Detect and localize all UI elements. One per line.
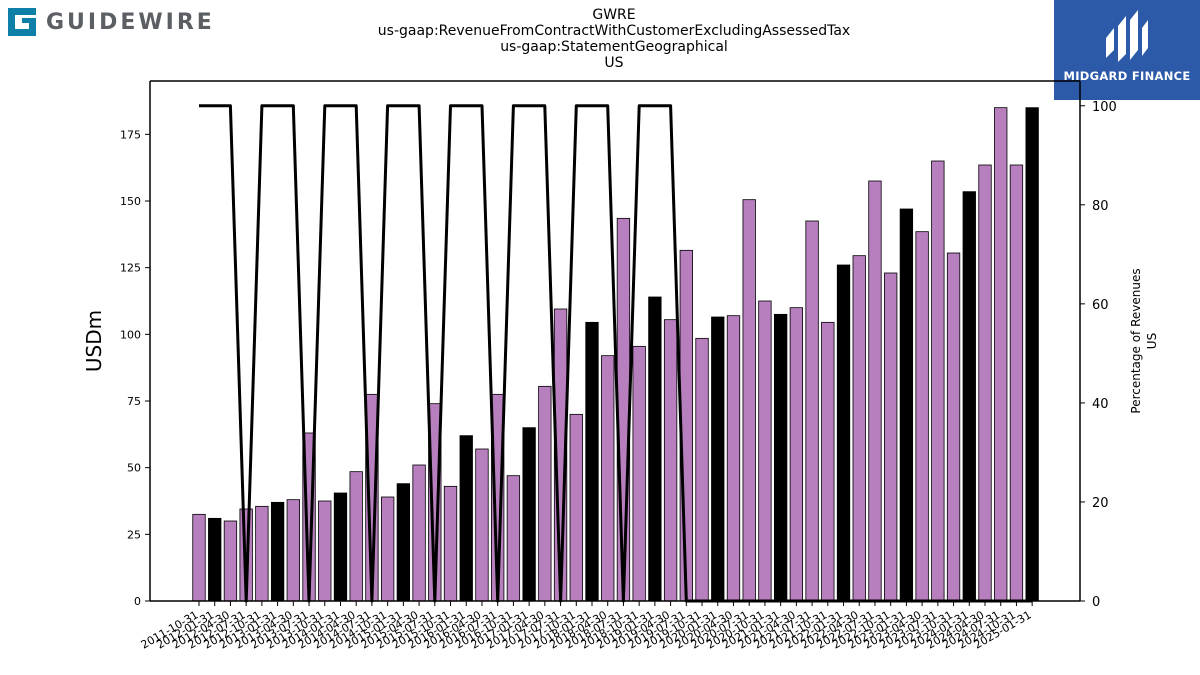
bar-quarterly [506, 475, 521, 602]
y-tick-label: 25 [127, 528, 141, 541]
y-tick-label: 100 [120, 328, 141, 341]
y2-axis-label: Percentage of Revenues [1129, 268, 1143, 413]
bar-quarterly [663, 319, 678, 602]
bar-quarterly [380, 496, 395, 602]
bar-quarterly [318, 500, 332, 602]
bar-quarterly [223, 520, 238, 602]
bar-annual [899, 208, 914, 602]
bar-quarterly [931, 160, 945, 602]
bar-quarterly [255, 505, 269, 602]
bar-annual [962, 191, 976, 602]
bar-quarterly [475, 448, 489, 602]
ticks-layer: 02550751001251501750204060801002011-10-3… [120, 100, 1117, 652]
y-axis-label: USDm [82, 310, 106, 372]
bar-quarterly [443, 485, 458, 602]
chart-title-ticker: GWRE [592, 7, 636, 23]
bar-quarterly [569, 413, 583, 602]
bar-annual [1025, 107, 1039, 602]
bar-quarterly [1009, 164, 1024, 602]
bar-quarterly [915, 231, 929, 602]
y2-tick-label: 20 [1092, 496, 1109, 511]
bar-annual [711, 316, 725, 602]
bar-quarterly [994, 107, 1008, 602]
bar-annual [836, 264, 851, 602]
bar-quarterly [884, 272, 898, 602]
bar-annual [270, 501, 285, 602]
bars-layer [192, 107, 1039, 602]
bar-quarterly [286, 499, 300, 602]
y2-tick-label: 0 [1092, 595, 1100, 610]
bar-annual [333, 492, 348, 602]
y2-tick-label: 100 [1092, 100, 1117, 115]
bar-quarterly [821, 321, 835, 602]
y2-axis-label-member: US [1145, 333, 1159, 349]
bar-annual [585, 321, 599, 602]
bar-quarterly [946, 252, 961, 602]
bar-quarterly [758, 300, 772, 602]
bar-annual [459, 435, 473, 602]
bar-quarterly [349, 471, 363, 602]
y2-tick-label: 40 [1092, 397, 1109, 412]
bar-quarterly [742, 199, 756, 602]
y-tick-label: 125 [120, 262, 141, 275]
bar-quarterly [192, 513, 206, 602]
bar-annual [396, 483, 411, 602]
midgard-emblem-icon [1106, 10, 1148, 62]
chart-title-member: US [604, 55, 624, 71]
bar-annual [648, 296, 662, 602]
midgard-finance-logo-text: MIDGARD FINANCE [1063, 69, 1191, 83]
y-tick-label: 50 [127, 462, 141, 475]
chart-title-axis: us-gaap:StatementGeographical [500, 39, 728, 55]
y-tick-label: 175 [120, 128, 141, 141]
y-tick-label: 150 [120, 195, 141, 208]
midgard-finance-logo: MIDGARD FINANCE [1054, 0, 1200, 100]
bar-quarterly [805, 220, 819, 602]
bar-quarterly [852, 255, 866, 602]
bar-annual [773, 313, 788, 602]
bar-quarterly [538, 385, 552, 602]
axes-layer [149, 80, 1081, 602]
bar-quarterly [601, 355, 615, 602]
bar-quarterly [978, 164, 992, 602]
y2-tick-label: 80 [1092, 199, 1109, 214]
bar-quarterly [412, 464, 426, 602]
y-tick-label: 0 [134, 595, 141, 608]
guidewire-logo-icon [8, 8, 36, 36]
chart-title-concept: us-gaap:RevenueFromContractWithCustomerE… [377, 23, 851, 39]
bar-quarterly [868, 180, 882, 602]
y2-tick-label: 60 [1092, 298, 1109, 313]
bar-annual [208, 517, 222, 602]
y-tick-label: 75 [127, 395, 141, 408]
guidewire-logo-text: GUIDEWIRE [46, 9, 215, 35]
bar-quarterly [632, 345, 646, 602]
bar-annual [522, 427, 536, 602]
bar-quarterly [616, 217, 631, 602]
bar-quarterly [789, 307, 804, 602]
bar-quarterly [695, 337, 709, 602]
guidewire-logo: GUIDEWIRE [6, 6, 215, 38]
bar-quarterly [726, 315, 741, 602]
